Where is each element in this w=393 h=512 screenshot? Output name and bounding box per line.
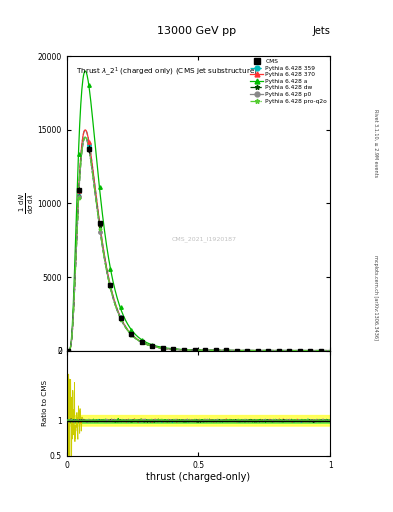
Legend: CMS, Pythia 6.428 359, Pythia 6.428 370, Pythia 6.428 a, Pythia 6.428 dw, Pythia: CMS, Pythia 6.428 359, Pythia 6.428 370,… bbox=[249, 58, 329, 105]
Text: CMS_2021_I1920187: CMS_2021_I1920187 bbox=[171, 236, 236, 242]
X-axis label: thrust (charged-only): thrust (charged-only) bbox=[147, 472, 250, 482]
Text: Thrust $\lambda\_2^{1}$ (charged only) (CMS jet substructure): Thrust $\lambda\_2^{1}$ (charged only) (… bbox=[76, 65, 258, 78]
Y-axis label: $\frac{1}{\mathrm{d}\sigma}\frac{\mathrm{d}N}{\mathrm{d}\lambda}$: $\frac{1}{\mathrm{d}\sigma}\frac{\mathrm… bbox=[18, 193, 36, 214]
Y-axis label: Ratio to CMS: Ratio to CMS bbox=[42, 380, 48, 426]
Text: Rivet 3.1.10, ≥ 2.9M events: Rivet 3.1.10, ≥ 2.9M events bbox=[373, 109, 378, 178]
Text: 13000 GeV pp: 13000 GeV pp bbox=[157, 26, 236, 36]
Text: Jets: Jets bbox=[312, 26, 330, 36]
Text: mcplots.cern.ch [arXiv:1306.3436]: mcplots.cern.ch [arXiv:1306.3436] bbox=[373, 254, 378, 339]
